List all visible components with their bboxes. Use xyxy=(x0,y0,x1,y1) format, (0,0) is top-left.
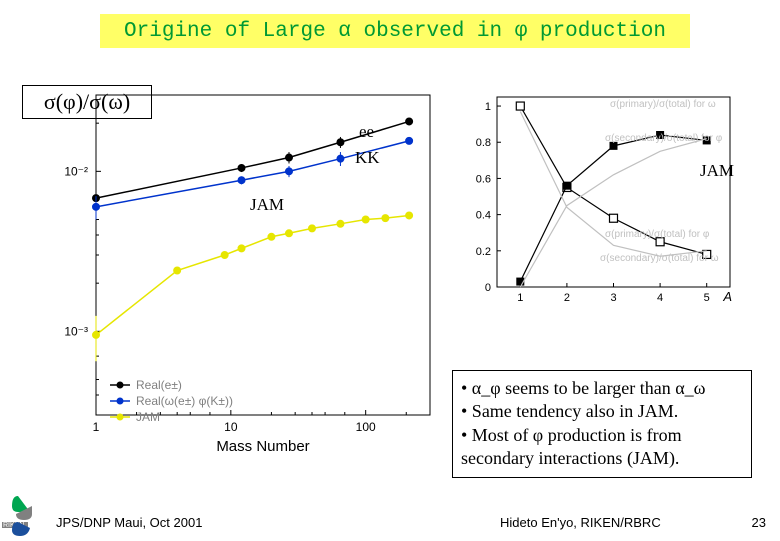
bullets-box: • α_φ seems to be larger than α_ω • Same… xyxy=(452,370,752,478)
svg-text:σ(secondary)/σ(total) for ω: σ(secondary)/σ(total) for ω xyxy=(600,253,719,264)
svg-text:Mass Number: Mass Number xyxy=(216,438,309,455)
svg-text:0.2: 0.2 xyxy=(476,246,491,258)
bullet-2-text: • Same tendency also in JAM. xyxy=(461,401,678,421)
svg-text:4: 4 xyxy=(657,292,663,304)
right-chart: 00.20.40.60.8112345As ratioσ(primary)/σ(… xyxy=(455,85,740,315)
bullet-3-text: • Most of φ production is from secondary… xyxy=(461,425,682,468)
svg-text:Real(e±): Real(e±) xyxy=(136,378,182,392)
footer-page: 23 xyxy=(752,515,766,530)
svg-text:0: 0 xyxy=(485,282,491,294)
svg-text:A: A xyxy=(722,289,732,304)
ann-jam-left: JAM xyxy=(250,195,284,215)
right-chart-svg: 00.20.40.60.8112345As ratioσ(primary)/σ(… xyxy=(455,85,740,315)
bullet-2: • Same tendency also in JAM. xyxy=(461,400,743,423)
bullet-1-text: • α_φ seems to be larger than α_ω xyxy=(461,378,706,398)
ann-jam-right: JAM xyxy=(700,161,734,181)
svg-text:1: 1 xyxy=(93,420,100,434)
svg-text:Real(ω(e±) φ(K±)): Real(ω(e±) φ(K±)) xyxy=(136,394,233,408)
svg-text:1: 1 xyxy=(517,292,523,304)
left-chart-svg: 10⁻³ 10⁻² 1 10 100 Mass Number Real(e±) Real(ω(… xyxy=(40,85,440,465)
svg-text:5: 5 xyxy=(704,292,710,304)
svg-text:σ(primary)/σ(total) for ω: σ(primary)/σ(total) for ω xyxy=(610,99,716,110)
logo-svg: RIKEN xyxy=(2,492,46,536)
svg-text:10⁻³: 10⁻³ xyxy=(64,324,88,338)
svg-text:1: 1 xyxy=(485,101,491,113)
footer-left: JPS/DNP Maui, Oct 2001 xyxy=(56,515,202,530)
svg-text:10: 10 xyxy=(224,420,238,434)
svg-text:10⁻²: 10⁻² xyxy=(64,164,88,178)
svg-text:σ(primary)/σ(total) for φ: σ(primary)/σ(total) for φ xyxy=(605,229,710,240)
svg-text:JAM: JAM xyxy=(136,410,160,424)
svg-text:100: 100 xyxy=(356,420,376,434)
ann-ee: ee xyxy=(359,122,374,142)
bullet-1: • α_φ seems to be larger than α_ω xyxy=(461,377,743,400)
svg-text:σ(secondary)/σ(total) for φ: σ(secondary)/σ(total) for φ xyxy=(605,133,723,144)
svg-text:3: 3 xyxy=(610,292,616,304)
svg-text:0.6: 0.6 xyxy=(476,173,491,185)
svg-text:0.8: 0.8 xyxy=(476,137,491,149)
left-chart: 10⁻³ 10⁻² 1 10 100 Mass Number Real(e±) Real(ω(… xyxy=(40,85,440,465)
logo: RIKEN xyxy=(2,492,46,536)
title-text: Origine of Large α observed in φ product… xyxy=(124,20,666,43)
svg-text:0.4: 0.4 xyxy=(476,210,491,222)
slide-title: Origine of Large α observed in φ product… xyxy=(100,14,690,48)
bullet-3: • Most of φ production is from secondary… xyxy=(461,424,743,471)
ann-kk: KK xyxy=(355,148,380,168)
footer-center: Hideto En'yo, RIKEN/RBRC xyxy=(500,515,661,530)
svg-text:2: 2 xyxy=(564,292,570,304)
